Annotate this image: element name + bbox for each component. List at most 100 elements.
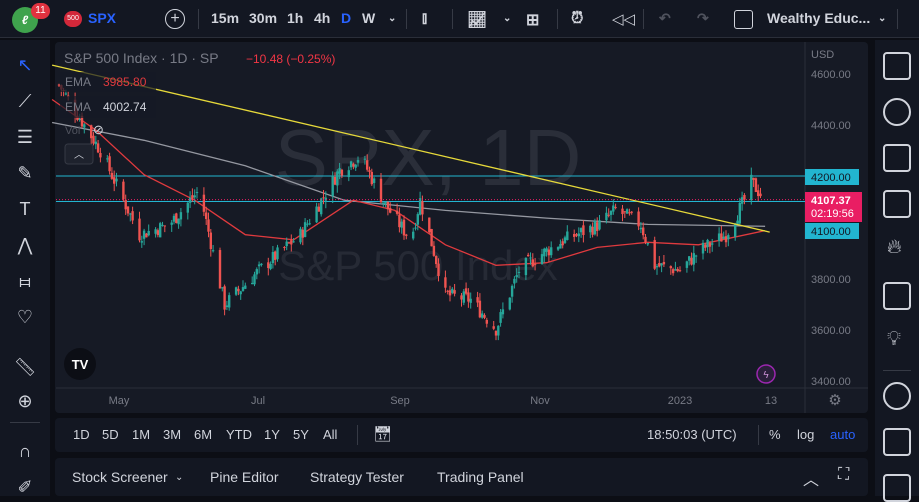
magnet-icon[interactable]: ∩ (18, 441, 32, 461)
candle[interactable] (99, 147, 102, 163)
candle[interactable] (336, 169, 339, 193)
layout-checkbox-icon[interactable] (734, 10, 753, 29)
candle[interactable] (531, 253, 534, 268)
heart-icon[interactable]: ♡ (16, 307, 34, 327)
chat-icon[interactable] (883, 382, 911, 410)
candle[interactable] (94, 135, 97, 150)
candle[interactable] (124, 194, 127, 215)
candle[interactable] (306, 220, 309, 227)
candle[interactable] (559, 239, 562, 249)
layout-name[interactable]: Wealthy Educ... (767, 10, 871, 26)
candle[interactable] (757, 184, 760, 202)
candle[interactable] (752, 177, 755, 188)
candle[interactable] (451, 287, 454, 295)
candle[interactable] (669, 265, 672, 275)
candle[interactable] (179, 208, 183, 227)
candle[interactable] (129, 212, 132, 222)
candle[interactable] (545, 246, 548, 257)
candles-icon[interactable]: ⫾ (422, 10, 428, 27)
log-toggle[interactable]: log (797, 427, 815, 442)
interval-4h[interactable]: 4h (314, 10, 331, 26)
candle[interactable] (188, 191, 192, 209)
layout-grid-icon[interactable]: ⊞ (526, 12, 540, 29)
candle[interactable] (145, 232, 148, 238)
ema-slow-line[interactable] (51, 121, 766, 227)
pattern-tool-icon[interactable]: ⋀ (17, 235, 33, 255)
candle[interactable] (299, 226, 302, 245)
candle[interactable] (476, 291, 479, 308)
candle[interactable] (497, 325, 500, 341)
candle[interactable] (195, 187, 199, 199)
candle[interactable] (609, 210, 613, 221)
candle[interactable] (630, 211, 633, 215)
candle[interactable] (720, 225, 723, 242)
candle[interactable] (131, 206, 134, 225)
candle[interactable] (303, 218, 307, 238)
eye-hidden-icon[interactable]: ⊘ (93, 122, 104, 137)
candle[interactable] (685, 260, 689, 273)
candle[interactable] (347, 166, 350, 182)
candle[interactable] (175, 212, 178, 224)
candle[interactable] (738, 197, 741, 226)
percent-toggle[interactable]: % (769, 427, 781, 442)
candle[interactable] (138, 211, 141, 243)
candle[interactable] (241, 280, 245, 292)
candle[interactable] (628, 208, 631, 216)
candle[interactable] (225, 300, 229, 311)
candle[interactable] (692, 245, 695, 272)
candle[interactable] (322, 189, 325, 205)
candle[interactable] (352, 162, 355, 170)
candle[interactable] (92, 132, 95, 146)
candle[interactable] (612, 199, 615, 215)
candle[interactable] (191, 188, 194, 202)
candle[interactable] (267, 257, 270, 276)
candle[interactable] (400, 218, 403, 234)
candle[interactable] (110, 167, 114, 180)
candle[interactable] (90, 124, 93, 146)
interval-1h[interactable]: 1h (287, 10, 304, 26)
range-ytd[interactable]: YTD (226, 427, 252, 442)
candle[interactable] (621, 205, 624, 222)
candle[interactable] (57, 83, 61, 87)
candle[interactable] (106, 155, 109, 163)
candle[interactable] (464, 282, 468, 296)
interval-30m[interactable]: 30m (249, 10, 278, 26)
ema1-label[interactable]: EMA (65, 75, 91, 89)
candle[interactable] (108, 152, 111, 175)
candle[interactable] (582, 220, 585, 243)
trendline[interactable] (51, 64, 770, 233)
candle[interactable] (605, 206, 608, 224)
candle[interactable] (492, 320, 495, 331)
candle[interactable] (370, 168, 373, 186)
candle[interactable] (653, 236, 656, 271)
candle[interactable] (202, 187, 206, 217)
range-1y[interactable]: 1Y (264, 427, 280, 442)
candle[interactable] (320, 197, 323, 217)
candle[interactable] (658, 256, 661, 268)
candle[interactable] (529, 252, 532, 265)
candle[interactable] (662, 254, 666, 268)
candle[interactable] (510, 284, 514, 303)
candle[interactable] (287, 241, 291, 244)
candle[interactable] (448, 285, 452, 302)
candle[interactable] (508, 297, 511, 311)
add-list-icon[interactable] (883, 190, 911, 218)
candle[interactable] (533, 257, 537, 271)
candle[interactable] (694, 254, 698, 263)
candle[interactable] (389, 202, 392, 214)
chart-pane[interactable] (55, 42, 868, 413)
candle[interactable] (469, 292, 472, 309)
candle[interactable] (556, 246, 560, 252)
chevron-down-icon[interactable]: ⌄ (175, 472, 184, 483)
candle[interactable] (483, 313, 486, 320)
candle[interactable] (244, 282, 247, 290)
candle[interactable] (428, 217, 431, 234)
ema2-label[interactable]: EMA (65, 100, 91, 114)
clock[interactable]: 18:50:03 (UTC) (647, 427, 737, 442)
tab-trading-panel[interactable]: Trading Panel (437, 469, 524, 485)
candle[interactable] (623, 211, 626, 218)
candle[interactable] (271, 245, 275, 269)
candle[interactable] (384, 201, 387, 208)
indicators-icon[interactable]: 📈︎ (467, 12, 488, 29)
candle[interactable] (561, 238, 564, 249)
